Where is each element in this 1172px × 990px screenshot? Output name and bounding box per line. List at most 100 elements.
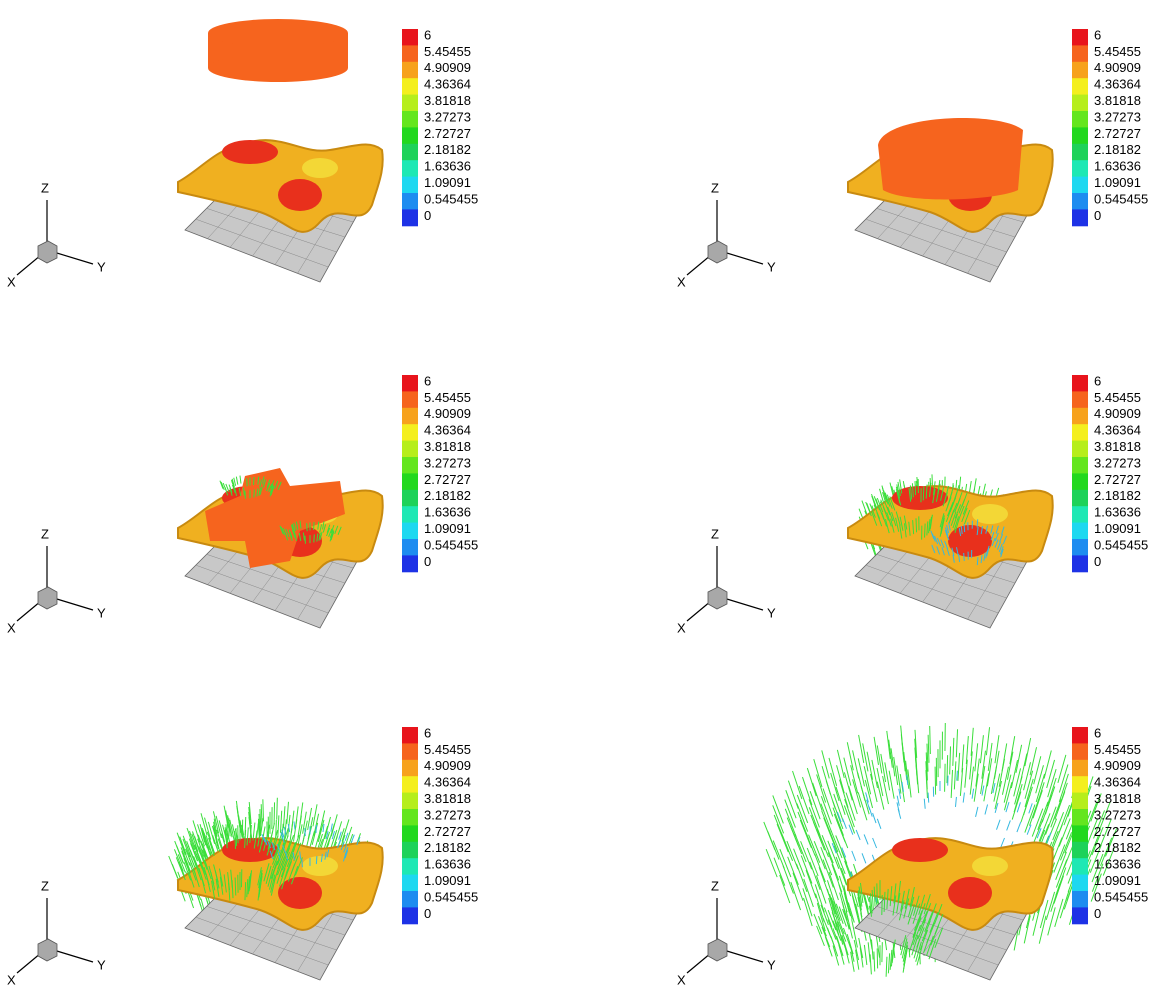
- vector-stroke: [1047, 833, 1051, 843]
- vector-stroke: [235, 877, 236, 895]
- vector-stroke: [995, 781, 1002, 809]
- colorbar-band: [1072, 891, 1088, 908]
- vector-stroke: [928, 735, 929, 763]
- vector-stroke: [774, 815, 785, 843]
- colorbar-label: 4.36364: [1094, 775, 1141, 790]
- vector-stroke: [843, 819, 847, 829]
- colorbar-band: [402, 760, 418, 777]
- colorbar-band: [402, 111, 418, 128]
- vector-stroke: [314, 534, 315, 542]
- vector-stroke: [788, 857, 799, 885]
- vector-stroke: [974, 774, 978, 802]
- colorbar-label: 0.545455: [424, 537, 478, 552]
- colorbar-label: 0: [1094, 554, 1101, 569]
- colorbar-band: [402, 490, 418, 507]
- vector-stroke: [305, 536, 306, 544]
- vector-stroke: [1058, 755, 1066, 783]
- colorbar-band: [1072, 907, 1088, 924]
- vector-stroke: [294, 821, 295, 829]
- colorbar-label: 0.545455: [424, 191, 478, 206]
- triad-cube: [38, 939, 57, 961]
- panel: ZYX65.454554.909094.363643.818183.272732…: [7, 373, 478, 635]
- panel: ZYX65.454554.909094.363643.818183.272732…: [677, 723, 1148, 987]
- vector-stroke: [915, 481, 916, 495]
- colorbar-label: 2.18182: [424, 142, 471, 157]
- colorbar-label: 0.545455: [1094, 889, 1148, 904]
- colorbar-band: [1072, 111, 1088, 128]
- colorbar-label: 6: [424, 27, 431, 42]
- colorbar-label: 6: [1094, 373, 1101, 388]
- vector-stroke: [863, 743, 868, 771]
- vector-stroke: [316, 825, 317, 833]
- vector-stroke: [824, 818, 835, 846]
- warm-spot: [972, 856, 1008, 876]
- colorbar-label: 3.81818: [424, 791, 471, 806]
- vector-stroke: [951, 770, 952, 798]
- colorbar-band: [1072, 160, 1088, 177]
- vector-stroke: [901, 726, 903, 754]
- colorbar-band: [1072, 95, 1088, 112]
- vector-stroke: [958, 753, 960, 781]
- vector-stroke: [774, 858, 785, 886]
- vector-stroke: [837, 765, 845, 793]
- colorbar-band: [1072, 793, 1088, 810]
- colorbar-label: 4.90909: [424, 60, 471, 75]
- triad-cube: [708, 587, 727, 609]
- colorbar-band: [402, 506, 418, 523]
- colorbar-band: [1072, 539, 1088, 556]
- vector-stroke: [977, 519, 978, 527]
- vector-stroke: [977, 557, 978, 565]
- panel: ZYX65.454554.909094.363643.818183.272732…: [7, 19, 478, 289]
- vector-stroke: [1025, 738, 1031, 766]
- vector-stroke: [1017, 822, 1021, 832]
- vector-stroke: [236, 477, 237, 485]
- triad-cube: [708, 241, 727, 263]
- colorbar-band: [1072, 523, 1088, 540]
- vector-stroke: [1027, 825, 1031, 835]
- colorbar-band: [402, 473, 418, 490]
- vector-stroke: [766, 849, 777, 877]
- vector-stroke: [793, 771, 802, 799]
- vector-stroke: [828, 852, 839, 880]
- vector-stroke: [964, 524, 965, 532]
- triad-cube: [38, 241, 57, 263]
- axis-label-z: Z: [41, 878, 49, 893]
- colorbar-label: 2.18182: [1094, 142, 1141, 157]
- vector-stroke: [280, 811, 281, 833]
- colorbar-label: 2.72727: [1094, 824, 1141, 839]
- vector-stroke: [963, 793, 964, 803]
- colorbar-band: [1072, 193, 1088, 210]
- vector-stroke: [999, 759, 1004, 787]
- axis-label-x: X: [7, 972, 16, 987]
- colorbar-band: [1072, 408, 1088, 425]
- vector-stroke: [1007, 820, 1011, 830]
- vector-stroke: [307, 523, 308, 531]
- vector-stroke: [888, 953, 889, 973]
- vector-stroke: [777, 824, 788, 852]
- vector-stroke: [305, 828, 306, 836]
- vector-stroke: [807, 768, 816, 796]
- vector-stroke: [254, 489, 255, 497]
- triad-cube: [708, 939, 727, 961]
- axis-label-z: Z: [711, 878, 719, 893]
- vector-stroke: [930, 726, 931, 754]
- colorbar-label: 1.09091: [1094, 521, 1141, 536]
- hot-spot: [948, 877, 992, 909]
- colorbar-band: [402, 144, 418, 161]
- vector-stroke: [1017, 802, 1020, 812]
- hot-spot: [892, 838, 948, 862]
- vector-stroke: [890, 950, 892, 970]
- colorbar-band: [402, 776, 418, 793]
- colorbar-band: [1072, 842, 1088, 859]
- vector-stroke: [1042, 794, 1052, 822]
- vector-stroke: [773, 841, 784, 869]
- colorbar-label: 5.45455: [424, 742, 471, 757]
- colorbar-label: 4.36364: [424, 423, 471, 438]
- vector-stroke: [877, 819, 881, 829]
- colorbar-band: [402, 160, 418, 177]
- axis-label-x: X: [677, 274, 686, 289]
- vector-stroke: [844, 805, 854, 833]
- colorbar-label: 0.545455: [424, 889, 478, 904]
- colorbar-label: 1.09091: [1094, 873, 1141, 888]
- vector-stroke: [859, 938, 863, 958]
